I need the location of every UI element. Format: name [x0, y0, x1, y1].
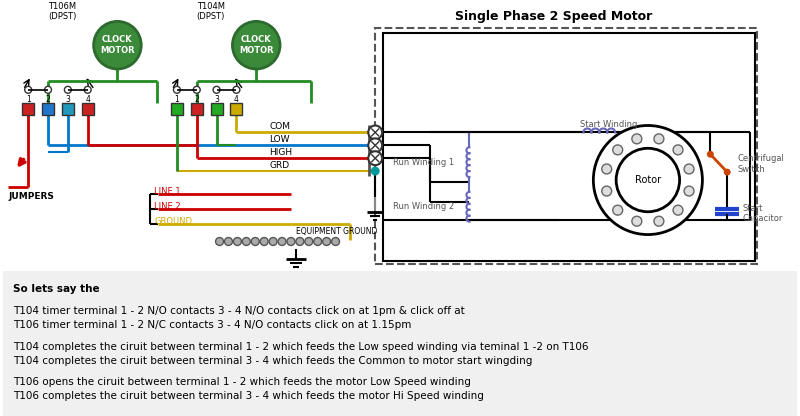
Text: Run Winding 1: Run Winding 1 — [394, 158, 454, 167]
Bar — [3, 271, 797, 416]
Text: 2: 2 — [194, 95, 199, 104]
Circle shape — [684, 164, 694, 174]
Circle shape — [368, 151, 382, 165]
Circle shape — [632, 216, 642, 226]
Circle shape — [94, 21, 142, 69]
Text: 3: 3 — [214, 95, 219, 104]
Text: JUMPERS: JUMPERS — [8, 192, 54, 201]
Text: LINE 1: LINE 1 — [154, 188, 181, 196]
Circle shape — [594, 126, 702, 235]
Circle shape — [331, 238, 339, 245]
Circle shape — [269, 238, 277, 245]
Circle shape — [233, 87, 240, 93]
Circle shape — [25, 87, 32, 93]
Text: 3: 3 — [66, 95, 70, 104]
Text: LOW: LOW — [269, 135, 290, 144]
Text: T104 timer terminal 1 - 2 N/O contacts 3 - 4 N/O contacts click on at 1pm & clic: T104 timer terminal 1 - 2 N/O contacts 3… — [14, 306, 465, 316]
Text: Start
Capacitor: Start Capacitor — [742, 204, 782, 223]
Circle shape — [64, 87, 71, 93]
Text: LINE 2: LINE 2 — [154, 202, 181, 211]
Circle shape — [602, 186, 612, 196]
Circle shape — [654, 134, 664, 144]
Circle shape — [215, 238, 223, 245]
Circle shape — [260, 238, 268, 245]
Bar — [210, 103, 222, 114]
Text: GRD: GRD — [269, 161, 290, 170]
Circle shape — [368, 139, 382, 152]
Bar — [171, 103, 183, 114]
Circle shape — [654, 216, 664, 226]
Circle shape — [45, 87, 51, 93]
Bar — [190, 103, 202, 114]
Text: EQUIPMENT GROUND: EQUIPMENT GROUND — [296, 227, 378, 236]
Bar — [22, 103, 34, 114]
Circle shape — [673, 145, 683, 155]
Bar — [383, 33, 755, 261]
Circle shape — [368, 126, 382, 139]
Circle shape — [314, 238, 322, 245]
Text: CLOCK
MOTOR: CLOCK MOTOR — [239, 35, 274, 55]
Bar — [375, 28, 757, 264]
Circle shape — [287, 238, 295, 245]
Text: COM: COM — [269, 122, 290, 131]
Text: T104 completes the ciruit between terminal 1 - 2 which feeds the Low speed windi: T104 completes the ciruit between termin… — [14, 342, 589, 352]
Circle shape — [632, 134, 642, 144]
Circle shape — [233, 21, 280, 69]
Circle shape — [602, 164, 612, 174]
Bar — [230, 103, 242, 114]
Circle shape — [305, 238, 313, 245]
Text: Run Winding 2: Run Winding 2 — [394, 202, 454, 211]
Circle shape — [242, 238, 250, 245]
Text: T106 timer terminal 1 - 2 N/C contacts 3 - 4 N/O contacts click on at 1.15pm: T106 timer terminal 1 - 2 N/C contacts 3… — [14, 320, 412, 330]
Circle shape — [225, 238, 233, 245]
Text: HIGH: HIGH — [269, 148, 292, 157]
Circle shape — [616, 148, 680, 212]
Circle shape — [322, 238, 330, 245]
Text: 1: 1 — [174, 95, 179, 104]
Circle shape — [684, 186, 694, 196]
Text: T104M
(DPST): T104M (DPST) — [197, 2, 225, 21]
Text: T106 opens the ciruit between terminal 1 - 2 which feeds the motor Low Speed win: T106 opens the ciruit between terminal 1… — [14, 377, 471, 387]
Circle shape — [213, 87, 220, 93]
Text: T104 completes the ciruit between terminal 3 - 4 which feeds the Common to motor: T104 completes the ciruit between termin… — [14, 356, 533, 366]
Text: Centrifugal
Switch: Centrifugal Switch — [737, 154, 784, 174]
Circle shape — [673, 205, 683, 215]
Circle shape — [613, 145, 622, 155]
Text: T106M
(DPST): T106M (DPST) — [48, 2, 76, 21]
Text: CLOCK
MOTOR: CLOCK MOTOR — [100, 35, 134, 55]
Circle shape — [370, 167, 380, 176]
Text: Start Winding: Start Winding — [579, 120, 637, 129]
Circle shape — [251, 238, 259, 245]
Bar — [82, 103, 94, 114]
Circle shape — [724, 168, 730, 176]
Text: 2: 2 — [46, 95, 50, 104]
Text: T106 completes the ciruit between terminal 3 - 4 which feeds the motor Hi Speed : T106 completes the ciruit between termin… — [14, 391, 484, 401]
Text: Single Phase 2 Speed Motor: Single Phase 2 Speed Motor — [455, 10, 652, 23]
Bar — [42, 103, 54, 114]
Circle shape — [707, 151, 714, 158]
Circle shape — [194, 87, 200, 93]
Circle shape — [296, 238, 304, 245]
Text: 1: 1 — [26, 95, 30, 104]
Circle shape — [234, 238, 242, 245]
Text: 4: 4 — [86, 95, 90, 104]
Text: 4: 4 — [234, 95, 239, 104]
Text: So lets say the: So lets say the — [14, 284, 100, 294]
Bar — [3, 4, 797, 271]
Circle shape — [278, 238, 286, 245]
Circle shape — [613, 205, 622, 215]
Text: Rotor: Rotor — [635, 175, 661, 185]
Circle shape — [84, 87, 91, 93]
Bar — [62, 103, 74, 114]
Text: GROUND: GROUND — [154, 217, 192, 226]
Circle shape — [174, 87, 180, 93]
